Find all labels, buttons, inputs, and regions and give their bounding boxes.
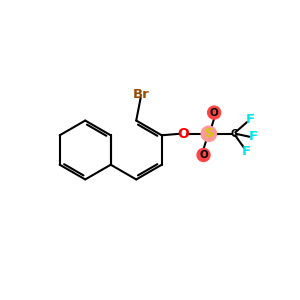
Text: F: F — [248, 130, 258, 143]
Text: F: F — [242, 145, 251, 158]
Circle shape — [201, 126, 217, 142]
Text: O: O — [199, 150, 208, 160]
Circle shape — [197, 148, 210, 161]
Text: S: S — [204, 127, 213, 140]
Circle shape — [208, 106, 220, 119]
Text: O: O — [210, 108, 218, 118]
Text: C: C — [230, 129, 238, 139]
Text: Br: Br — [132, 88, 149, 101]
Text: O: O — [177, 127, 189, 141]
Text: F: F — [245, 112, 255, 126]
